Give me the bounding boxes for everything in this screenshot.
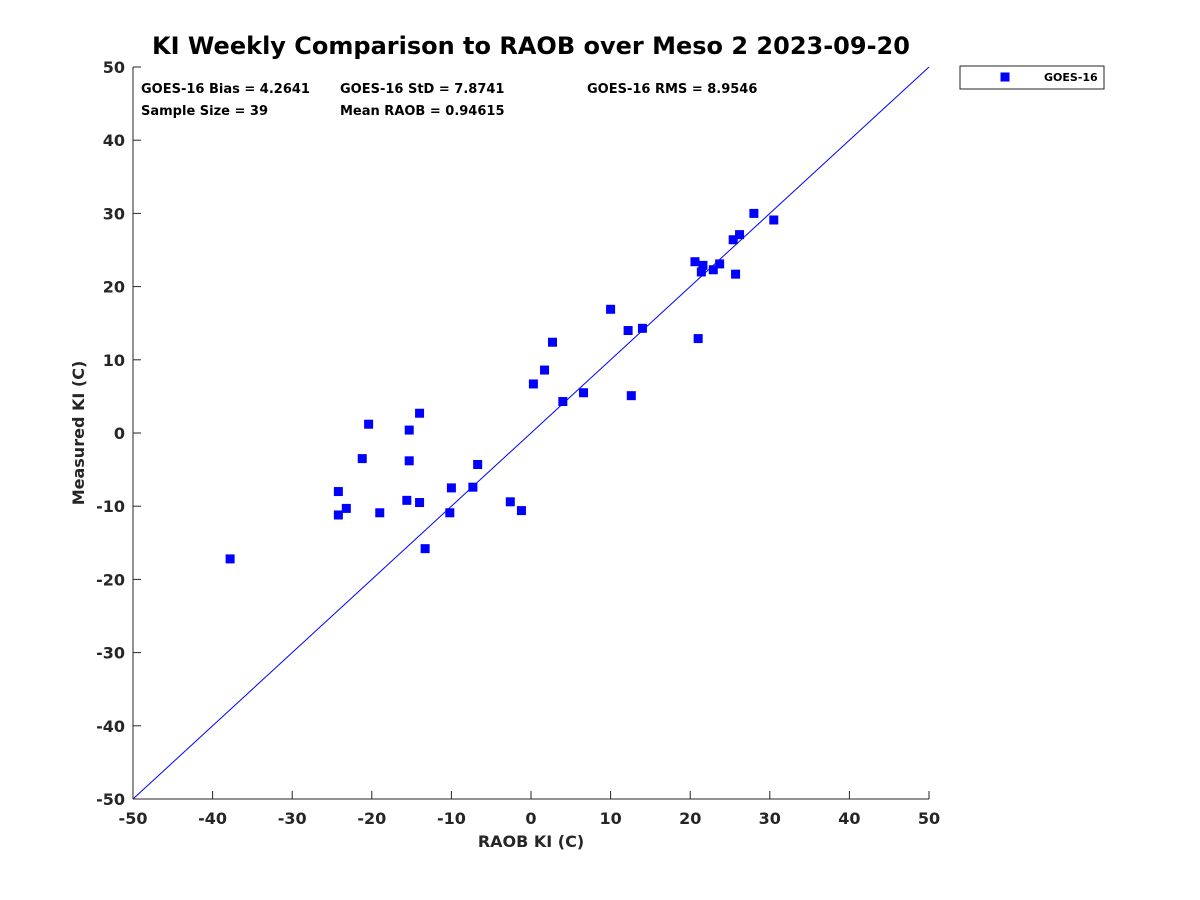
data-point: [623, 326, 633, 336]
data-point: [540, 365, 550, 375]
data-point: [606, 304, 616, 314]
y-tick-label: 0: [114, 424, 125, 443]
y-tick-label: -10: [96, 497, 125, 516]
data-point: [715, 259, 725, 269]
legend-box: [959, 65, 1105, 90]
data-point: [341, 503, 351, 513]
plot-area: -50 -40 -30 -20 -10 0 10 20 30 40 50 -50 -40 -30 -20 -…: [96, 58, 940, 828]
data-point: [468, 482, 478, 492]
data-point: [404, 425, 414, 435]
data-point: [402, 495, 412, 505]
data-point: [558, 397, 568, 407]
x-tick-label: -10: [437, 809, 466, 828]
data-point: [579, 388, 589, 398]
y-tick-label: -20: [96, 570, 125, 589]
data-point: [626, 391, 636, 401]
data-point: [690, 257, 700, 267]
legend-label-goes16: GOES-16: [1044, 71, 1098, 84]
x-tick-label: 0: [525, 809, 536, 828]
data-point: [364, 419, 374, 429]
data-point: [333, 510, 343, 520]
x-tick-label: -50: [119, 809, 148, 828]
data-point: [769, 215, 779, 225]
y-axis-label: Measured KI (C): [69, 361, 88, 506]
x-tick-label: 30: [759, 809, 781, 828]
data-point: [415, 498, 425, 508]
stat-bias: GOES-16 Bias = 4.2641: [141, 82, 310, 97]
y-tick-label: 10: [103, 351, 125, 370]
y-tick-label: 40: [103, 131, 125, 150]
x-tick-label: -20: [357, 809, 386, 828]
data-point: [505, 497, 515, 507]
x-tick-label: 20: [679, 809, 701, 828]
data-point: [404, 456, 414, 466]
data-point: [446, 483, 456, 493]
data-point: [445, 508, 455, 518]
stat-mean-raob: Mean RAOB = 0.94615: [340, 104, 505, 119]
data-point: [547, 337, 557, 347]
chart-title: KI Weekly Comparison to RAOB over Meso 2…: [152, 32, 910, 60]
x-tick-label: 50: [918, 809, 940, 828]
data-point: [225, 554, 235, 564]
data-point: [516, 506, 526, 516]
data-point: [473, 459, 483, 469]
data-point: [375, 508, 385, 518]
data-point: [415, 408, 425, 418]
x-tick-label: -40: [198, 809, 227, 828]
y-tick-label: -40: [96, 717, 125, 736]
data-point: [333, 487, 343, 497]
legend: GOES-16: [959, 65, 1105, 90]
data-point: [728, 235, 738, 245]
x-tick-label: 40: [838, 809, 860, 828]
one-to-one-line: [132, 66, 930, 800]
legend-marker-goes16: [1000, 72, 1010, 82]
data-point: [735, 230, 745, 240]
data-point: [708, 265, 718, 275]
y-tick-label: -50: [96, 790, 125, 809]
x-tick-label: -30: [278, 809, 307, 828]
x-axis-label: RAOB KI (C): [478, 832, 584, 851]
data-point: [357, 454, 367, 464]
stat-sample-size: Sample Size = 39: [141, 104, 268, 119]
y-tick-label: -30: [96, 644, 125, 663]
data-point: [696, 267, 706, 277]
data-point: [637, 323, 647, 333]
data-point: [698, 260, 708, 270]
y-tick-label: 30: [103, 204, 125, 223]
x-tick-label: 10: [599, 809, 621, 828]
data-point: [420, 544, 430, 554]
y-tick-label: 50: [103, 58, 125, 77]
y-tick-label: 20: [103, 278, 125, 297]
data-point: [749, 208, 759, 218]
data-point: [693, 334, 703, 344]
stat-std: GOES-16 StD = 7.8741: [340, 82, 504, 97]
stat-rms: GOES-16 RMS = 8.9546: [587, 82, 757, 97]
data-point: [528, 379, 538, 389]
data-point: [731, 269, 741, 279]
